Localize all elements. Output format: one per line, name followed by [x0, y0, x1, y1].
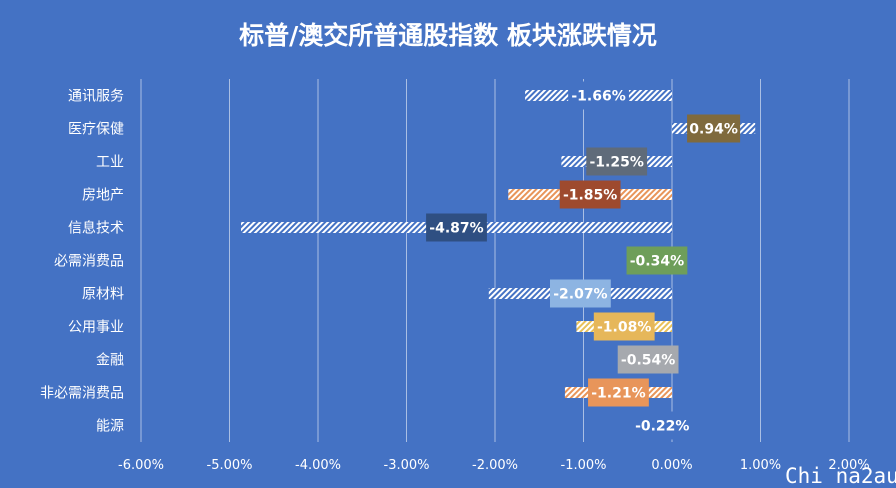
data-label: -2.07%: [553, 287, 607, 303]
data-label: -1.85%: [563, 188, 617, 204]
x-tick-label: -1.00%: [561, 458, 607, 473]
data-label: -0.34%: [630, 254, 684, 270]
gridlines: [140, 79, 850, 442]
data-label-box: [593, 312, 655, 341]
x-tick-label: 1.00%: [740, 458, 781, 473]
data-label: -4.87%: [429, 221, 483, 237]
x-tick-label: 2.00%: [828, 458, 869, 473]
category-label: 信息技术: [68, 220, 124, 237]
x-tick-label: -2.00%: [472, 458, 518, 473]
data-label: -0.22%: [635, 419, 689, 435]
category-label: 公用事业: [68, 320, 124, 336]
x-tick-label: -6.00%: [118, 458, 164, 473]
data-label-box: [631, 411, 693, 440]
x-tick-label: -4.00%: [295, 458, 341, 473]
category-label: 原材料: [82, 287, 124, 303]
data-label-box: [626, 246, 688, 275]
data-label: -1.25%: [589, 155, 643, 171]
x-tick-label: 0.00%: [651, 458, 692, 473]
x-tick-label: -3.00%: [384, 458, 430, 473]
data-label: -1.21%: [591, 386, 645, 402]
category-label: 医疗保健: [68, 122, 124, 138]
category-label: 非必需消费品: [40, 386, 124, 402]
x-axis-tick-labels: -6.00% -5.00% -4.00% -3.00% -2.00% -1.00% 0.00…: [118, 458, 870, 473]
data-label-box: [568, 81, 629, 110]
data-label: -1.08%: [597, 320, 651, 336]
category-label: 通讯服务: [68, 89, 124, 105]
x-tick-label: -5.00%: [207, 458, 253, 473]
data-label: -0.54%: [621, 353, 675, 369]
data-label: 0.94%: [689, 122, 738, 138]
data-label: -1.66%: [571, 89, 625, 105]
chart-title: 标普/澳交所普通股指数 板块涨跌情况: [239, 21, 657, 50]
data-label-box: [586, 147, 648, 176]
category-label: 金融: [96, 353, 124, 369]
category-label: 必需消费品: [54, 254, 124, 270]
data-label-box: [426, 213, 487, 242]
category-label: 工业: [96, 155, 124, 171]
data-label-box: [687, 114, 741, 143]
data-label-box: [617, 345, 679, 374]
watermark: Chi na2au: [785, 464, 896, 488]
category-label: 房地产: [82, 188, 124, 204]
data-label-box: [550, 279, 611, 308]
data-label-box: [588, 378, 649, 407]
category-label: 能源: [96, 419, 124, 435]
data-label-box: [559, 180, 621, 209]
data-labels: -1.66% 0.94% -1.25% -1.85% -4.87% -0.34% -2.07…: [426, 81, 741, 440]
